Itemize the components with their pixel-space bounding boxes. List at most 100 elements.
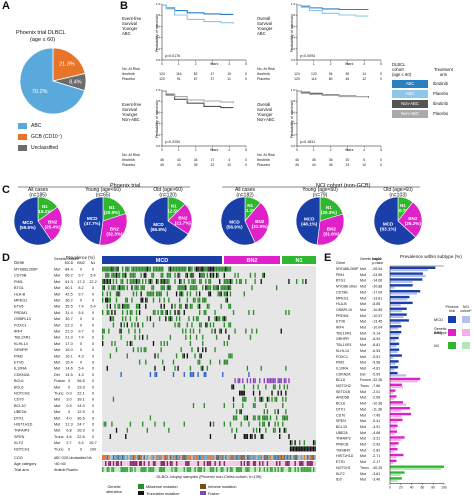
d-track-cell: [294, 461, 296, 466]
d-gene-name: KLHL14: [14, 342, 28, 346]
km-at-risk-label: No. At Risk: [122, 67, 140, 71]
d-cell: [145, 303, 147, 309]
d-cell: [135, 291, 138, 297]
d-track-cell: [252, 467, 255, 472]
e-gene-name: IRF4: [336, 326, 344, 330]
e-gene-name: ID3: [336, 478, 342, 482]
pie-c-label: N1: [400, 203, 406, 208]
d-gene-prev: 0: [92, 354, 94, 358]
d-col-subtype: MCD: [65, 261, 74, 265]
d-cell: [132, 279, 135, 284]
d-track-cell: [266, 455, 269, 460]
d-track-cell: [118, 467, 121, 472]
d-track-cell: [274, 455, 276, 460]
km-xtick-label: 2: [330, 148, 332, 152]
d-track-cell: [177, 455, 179, 460]
d-track-cell: [246, 467, 249, 472]
d-track-cell: [198, 467, 201, 472]
d-track-cell: [243, 455, 246, 460]
d-cell: [157, 279, 159, 284]
d-cell: [109, 303, 112, 309]
km-xtick-label: 4: [363, 62, 365, 66]
d-gene-alt: Trunc: [54, 392, 64, 396]
d-gene-alt: Mut: [54, 416, 61, 420]
d-cell: [117, 285, 119, 291]
e-gene-name: PIM2: [336, 361, 344, 365]
e-bar-nci: [390, 415, 402, 418]
d-track-cell: [206, 467, 209, 472]
pie-c-label: N1: [42, 204, 48, 209]
d-track-cell: [118, 461, 121, 466]
e-gene-alt: Mut: [360, 343, 366, 347]
d-cell: [232, 403, 235, 408]
d-cell: [195, 291, 198, 297]
d-cell: [245, 434, 247, 439]
e-gene-p: -2.71: [372, 454, 380, 458]
pie-c-label: (25.4%): [45, 225, 62, 230]
d-gene-alt: Mut: [54, 429, 61, 433]
d-track-cell: [248, 461, 250, 466]
d-cell: [114, 310, 116, 315]
d-cell: [231, 427, 233, 433]
d-cell: [171, 316, 173, 322]
d-track-cell: [211, 455, 213, 460]
d-cell: [142, 279, 144, 284]
d-cell: [140, 297, 142, 303]
e-gene-name: BTG1: [336, 279, 345, 283]
e-legend-swatch-ph: [448, 329, 456, 336]
e-gene-alt: Mut: [360, 454, 366, 458]
d-track-cell: [297, 461, 300, 466]
d-cell: [149, 291, 152, 297]
d-cell: [186, 297, 189, 303]
d-gene-prev: 0: [68, 447, 70, 451]
d-alt-label: Truncating mutation: [146, 492, 179, 495]
d-track-cell: [140, 461, 143, 466]
d-gene-name: ETV6: [14, 305, 24, 309]
d-gene-alt: Mut: [54, 410, 61, 414]
d-track-cell: [234, 455, 236, 460]
km-at-risk-label: No. At Risk: [257, 67, 275, 71]
d-cell: [109, 266, 112, 272]
d-cell: [151, 285, 153, 291]
d-track-cell: [111, 467, 113, 472]
d-track-cell: [268, 461, 270, 466]
d-track-cell: [102, 467, 104, 472]
d-track-cell: [212, 455, 215, 460]
d-cell: [282, 396, 284, 402]
d-cell: [209, 279, 212, 284]
d-gene-alt: Mut: [54, 286, 61, 290]
d-cell: [115, 427, 118, 433]
d-cell: [103, 421, 105, 427]
d-cell: [160, 279, 162, 284]
d-cell: [252, 378, 255, 384]
d-cell: [209, 322, 212, 328]
km-xtick-label: 1: [313, 62, 315, 66]
e-gene-alt: Mut: [360, 326, 366, 330]
d-track-cell: [109, 467, 112, 472]
d-cell: [194, 285, 196, 291]
d-gene-prev: 0: [92, 385, 94, 389]
d-cell: [242, 396, 244, 402]
e-gene-name: ETV6: [336, 320, 345, 324]
d-cell: [134, 328, 136, 334]
e-bar-nci: [390, 444, 396, 447]
e-gene-p: -5.58: [372, 361, 380, 365]
d-cell: [134, 334, 136, 340]
d-cell: [277, 378, 279, 384]
d-track-cell: [155, 461, 158, 466]
d-cell: [126, 341, 128, 346]
d-cell: [285, 415, 287, 421]
d-cell: [197, 266, 199, 272]
e-gene-name: SPEN: [336, 419, 346, 423]
d-gene-prev: 9.7: [78, 292, 83, 296]
e-gene-p: -11.36: [372, 407, 382, 411]
d-track-cell: [223, 455, 226, 460]
d-cell: [291, 446, 293, 452]
km-xlabel: Years: [345, 148, 354, 152]
e-bar-nci: [390, 321, 401, 324]
km-side-label: Younger: [122, 26, 138, 31]
d-cell: [118, 272, 121, 278]
d-track-cell: [197, 455, 199, 460]
e-bar-nci: [390, 298, 408, 301]
d-track-cell: [215, 455, 218, 460]
